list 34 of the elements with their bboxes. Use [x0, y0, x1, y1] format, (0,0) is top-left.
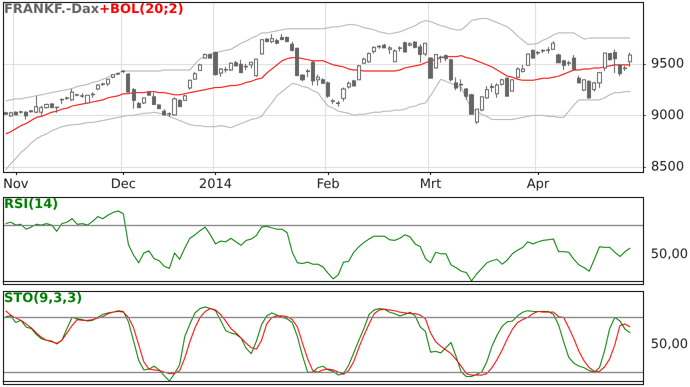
candlestick [132, 88, 136, 110]
candlestick [388, 46, 392, 55]
text: 50,00 [650, 247, 688, 262]
candlestick [121, 70, 125, 74]
line-series [5, 55, 631, 134]
x-tick-label: Feb [316, 177, 340, 192]
line-series [5, 18, 631, 102]
candlestick [126, 72, 130, 94]
candlestick [147, 90, 151, 96]
text: +BOL(20;2) [99, 2, 184, 17]
x-tick-label: Nov [3, 177, 29, 192]
line-series [5, 78, 631, 170]
candlestick [341, 87, 346, 102]
candlestick [393, 48, 397, 63]
y-tick-label: 9500 [651, 56, 684, 72]
y-tick-label: 8500 [651, 159, 684, 174]
x-tick-label: Mrt [420, 177, 442, 192]
text: 50,00 [650, 337, 688, 352]
x-tick-label: Apr [526, 177, 550, 192]
candlestick [193, 72, 197, 80]
candlestick [60, 98, 64, 104]
x-tick-label: Dec [110, 177, 136, 192]
candlestick [449, 58, 453, 82]
series-label: STO(9,3,3) [4, 291, 82, 306]
chart-title: FRANKF.-Dax [4, 2, 100, 17]
candlestick [331, 98, 335, 104]
y-tick-label: 9000 [651, 108, 684, 123]
candlestick [628, 52, 632, 68]
x-tick-label: 2014 [198, 177, 232, 192]
candlestick [198, 63, 202, 72]
candlestick [188, 79, 192, 90]
candlestick [357, 64, 361, 81]
series-label: RSI(14) [4, 197, 58, 212]
candlestick [336, 100, 340, 108]
